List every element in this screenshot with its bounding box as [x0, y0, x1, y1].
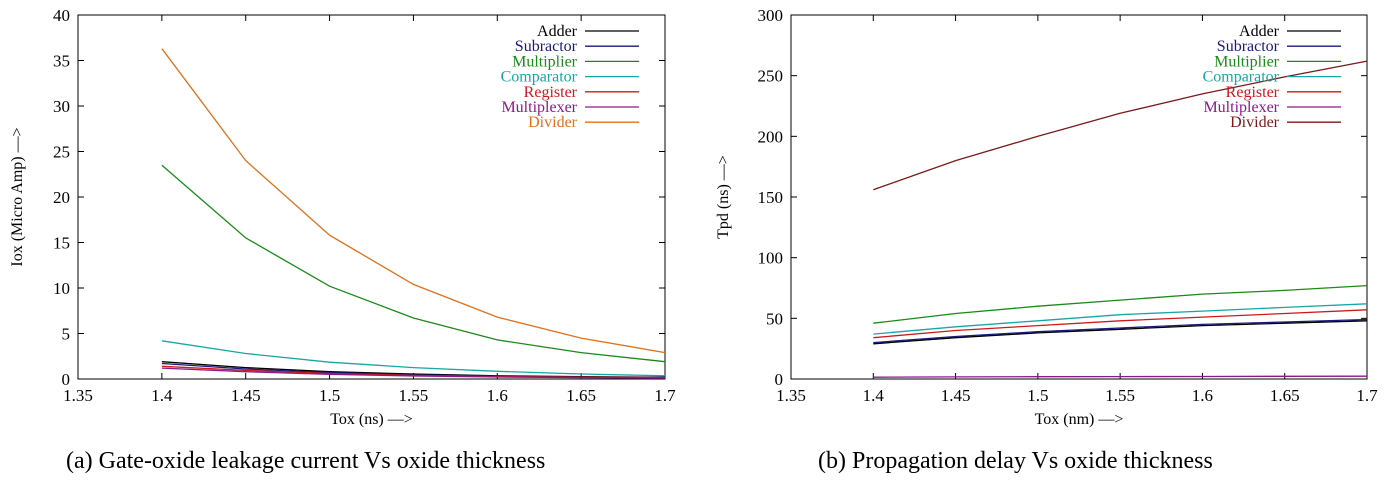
caption-a: (a) Gate-oxide leakage current Vs oxide …	[66, 448, 546, 474]
x-axis-label: Tox (ns) —>	[330, 411, 413, 428]
legend-label-register: Register	[524, 84, 578, 101]
y-axis-label: Iox (Micro Amp) —>	[9, 127, 26, 266]
x-tick-label: 1.45	[941, 386, 971, 405]
legend-label-multiplier: Multiplier	[1214, 53, 1280, 70]
chart-gate-oxide-leakage: 1.35 1.4 1.45 1.5 1.55 1.6 1.65 1.7 0 5 10 15 20 25 30…	[9, 6, 676, 428]
y-tick-label: 25	[53, 143, 70, 162]
series-line-divider	[873, 60, 1368, 191]
x-tick-label: 1.65	[566, 386, 596, 405]
x-tick-label: 1.4	[863, 386, 885, 405]
y-tick-label: 5	[62, 325, 71, 344]
x-tick-label: 1.35	[776, 386, 806, 405]
x-tick-label: 1.7	[1356, 386, 1378, 405]
x-tick-label: 1.45	[231, 386, 261, 405]
series-line-multiplier	[873, 284, 1368, 324]
series-line-divider	[161, 48, 666, 354]
y-axis-label: Tpd (ns) —>	[715, 155, 732, 239]
y-tick-label: 10	[53, 279, 70, 298]
x-tick-label: 1.5	[319, 386, 340, 405]
legend-label-register: Register	[1226, 84, 1280, 101]
x-tick-label: 1.7	[654, 386, 676, 405]
x-tick-label: 1.55	[1105, 386, 1135, 405]
y-tick-label: 100	[758, 249, 784, 268]
legend-label-subractor: Subractor	[1217, 38, 1280, 55]
legend-label-divider: Divider	[1230, 114, 1280, 131]
x-tick-label: 1.55	[399, 386, 429, 405]
legend-label-multiplier: Multiplier	[512, 53, 578, 70]
y-tick-label: 40	[53, 6, 70, 25]
series-line-subractor	[873, 318, 1368, 344]
legend-label-divider: Divider	[528, 114, 578, 131]
x-axis-label: Tox (nm) —>	[1035, 411, 1124, 428]
y-tick-label: 15	[53, 234, 70, 253]
caption-b: (b) Propagation delay Vs oxide thickness	[818, 448, 1213, 474]
x-tick-label: 1.5	[1027, 386, 1048, 405]
y-tick-label: 250	[758, 67, 784, 86]
legend-label-subractor: Subractor	[515, 38, 578, 55]
legend-label-comparator: Comparator	[1203, 69, 1280, 86]
series-line-multiplier	[161, 164, 666, 363]
series-line-multiplexer	[873, 375, 1368, 378]
legend-label-adder: Adder	[537, 23, 578, 40]
legend-label-comparator: Comparator	[501, 69, 578, 86]
x-tick-label: 1.6	[487, 386, 508, 405]
x-tick-label: 1.4	[151, 386, 173, 405]
y-tick-label: 20	[53, 188, 70, 207]
x-tick-label: 1.65	[1270, 386, 1300, 405]
series-line-comparator	[161, 340, 666, 377]
y-tick-label: 300	[758, 6, 784, 25]
series-line-adder	[873, 320, 1368, 345]
legend-label-adder: Adder	[1239, 23, 1280, 40]
y-tick-label: 0	[62, 370, 71, 389]
series-line-register	[873, 309, 1368, 339]
legend-label-multiplexer: Multiplexer	[1203, 99, 1279, 116]
series-line-comparator	[873, 303, 1368, 335]
y-tick-label: 0	[775, 370, 784, 389]
y-tick-label: 50	[766, 309, 783, 328]
legend-label-multiplexer: Multiplexer	[501, 99, 577, 116]
y-tick-label: 35	[53, 52, 70, 71]
y-tick-label: 30	[53, 97, 70, 116]
plot-frame	[790, 14, 1368, 380]
y-tick-label: 200	[758, 127, 784, 146]
x-tick-label: 1.35	[63, 386, 93, 405]
series-line-multiplexer	[161, 367, 666, 379]
x-tick-label: 1.6	[1192, 386, 1213, 405]
chart-propagation-delay: 1.35 1.4 1.45 1.5 1.55 1.6 1.65 1.7 0 50 100 150 200…	[715, 6, 1378, 428]
y-tick-label: 150	[758, 188, 784, 207]
